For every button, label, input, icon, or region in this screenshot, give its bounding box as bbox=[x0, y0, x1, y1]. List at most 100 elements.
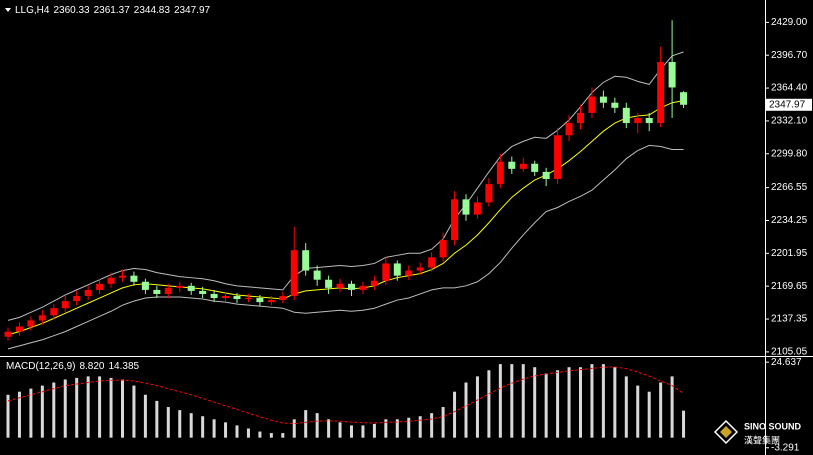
candle-body bbox=[485, 184, 493, 203]
candle-body bbox=[370, 280, 378, 286]
candle-body bbox=[176, 285, 184, 288]
candle-body bbox=[107, 277, 115, 284]
signal-line bbox=[7, 366, 684, 425]
macd-bar bbox=[304, 410, 308, 438]
candle-body bbox=[473, 202, 481, 215]
candle-body bbox=[84, 289, 92, 296]
macd-bar bbox=[418, 416, 422, 438]
macd-bar bbox=[235, 425, 239, 438]
macd-bar bbox=[636, 385, 640, 438]
macd-bar bbox=[533, 367, 537, 438]
macd-header: MACD(12,26,9) 8.820 14.385 bbox=[6, 361, 140, 372]
candle-body bbox=[554, 135, 562, 180]
candle-body bbox=[462, 199, 470, 215]
candle-body bbox=[290, 250, 298, 296]
candle-body bbox=[302, 250, 310, 271]
candle-body bbox=[657, 62, 665, 124]
candle-body bbox=[599, 96, 607, 103]
macd-bar bbox=[327, 419, 331, 438]
macd-bar bbox=[17, 391, 21, 438]
candle-body bbox=[428, 257, 436, 268]
macd-bar bbox=[498, 364, 502, 438]
logo-mark bbox=[713, 419, 739, 445]
logo-text: SINO SOUND bbox=[744, 421, 802, 431]
macd-bar bbox=[121, 379, 124, 438]
candle-body bbox=[668, 62, 676, 88]
candle-body bbox=[542, 171, 550, 180]
candle-body bbox=[519, 163, 527, 169]
candle-body bbox=[588, 96, 596, 113]
macd-bar bbox=[246, 428, 250, 438]
macd-bar bbox=[579, 367, 582, 438]
candle-body bbox=[313, 270, 321, 280]
candle-body bbox=[244, 298, 252, 300]
candle-body bbox=[279, 295, 287, 301]
macd-bar bbox=[475, 376, 479, 438]
macd-bar bbox=[510, 364, 514, 438]
macd-bar bbox=[212, 419, 216, 438]
macd-bar bbox=[567, 367, 571, 438]
y-tick-label: 2137.35 bbox=[771, 314, 808, 325]
menu-triangle[interactable] bbox=[5, 8, 11, 12]
macd-bar bbox=[487, 370, 491, 438]
candle-body bbox=[634, 117, 642, 124]
price-header: LLG,H4 2360.33 2361.37 2344.83 2347.97 bbox=[15, 5, 211, 16]
macd-bar bbox=[155, 400, 159, 438]
y-tick-label: 2429.00 bbox=[771, 17, 808, 28]
macd-bar bbox=[384, 419, 388, 438]
logo: SINO SOUND 漢聲集團 bbox=[713, 419, 802, 445]
macd-bar bbox=[430, 413, 434, 438]
macd-bar bbox=[281, 433, 285, 438]
logo-mark-inner bbox=[720, 426, 732, 438]
macd-bar bbox=[350, 425, 353, 438]
macd-bar bbox=[647, 391, 651, 438]
candle-body bbox=[199, 290, 207, 294]
candle-body bbox=[119, 275, 126, 278]
macd-bar bbox=[315, 413, 319, 438]
macd-bar bbox=[292, 419, 296, 438]
candle-body bbox=[508, 161, 516, 169]
signal-readout: 14.385 bbox=[109, 361, 140, 372]
candle-body bbox=[405, 270, 413, 276]
candle-body bbox=[233, 295, 241, 300]
candle-body bbox=[325, 279, 333, 288]
macd-readout: 8.820 bbox=[79, 361, 104, 372]
candle-body bbox=[565, 123, 573, 136]
macd-bar bbox=[189, 413, 193, 438]
macd-bar bbox=[75, 377, 79, 438]
macd-bar bbox=[590, 364, 594, 438]
low-readout: 2344.83 bbox=[134, 5, 171, 16]
candle-body bbox=[15, 326, 23, 332]
candle-body bbox=[382, 263, 390, 281]
candle-body bbox=[680, 92, 688, 105]
macd-bar bbox=[132, 385, 136, 438]
open-readout: 2360.33 bbox=[53, 5, 90, 16]
y-tick-label: -3.291 bbox=[771, 442, 800, 453]
macd-bar bbox=[682, 410, 686, 438]
macd-bar bbox=[269, 433, 273, 438]
y-tick-label: 2169.65 bbox=[771, 281, 808, 292]
candle-body bbox=[348, 283, 355, 290]
macd-bar bbox=[670, 376, 674, 438]
candle-body bbox=[256, 298, 264, 303]
y-tick-label: 2201.95 bbox=[771, 248, 808, 259]
candle-body bbox=[222, 295, 230, 299]
macd-bar bbox=[6, 394, 10, 438]
candle-body bbox=[577, 112, 584, 124]
symbol: LLG,H4 bbox=[15, 5, 50, 16]
candle-body bbox=[267, 300, 275, 303]
macd-bar bbox=[109, 377, 113, 438]
macd-bar bbox=[624, 376, 628, 438]
candle-body bbox=[622, 107, 630, 124]
macd-bar bbox=[556, 370, 560, 438]
y-tick-label: 2234.25 bbox=[771, 215, 808, 226]
candle-body bbox=[27, 320, 35, 327]
candle-body bbox=[153, 289, 161, 294]
macd-bar bbox=[613, 367, 617, 438]
macd-bar bbox=[224, 422, 228, 438]
macd-bar bbox=[407, 417, 411, 438]
current-price-label: 2347.97 bbox=[769, 99, 806, 110]
candle-body bbox=[210, 293, 218, 299]
candle-body bbox=[4, 331, 12, 337]
